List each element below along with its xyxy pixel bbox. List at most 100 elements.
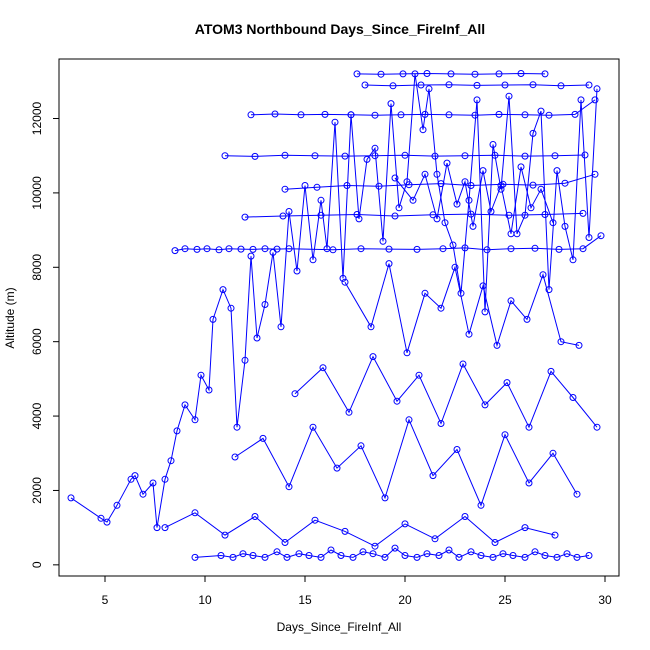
series-line xyxy=(356,72,546,75)
data-point xyxy=(247,252,255,260)
data-point xyxy=(523,315,531,323)
data-point xyxy=(585,81,593,89)
data-point xyxy=(347,111,355,119)
data-point xyxy=(261,301,269,308)
data-point xyxy=(413,553,421,561)
data-point xyxy=(471,111,479,119)
data-point xyxy=(311,152,319,160)
data-point xyxy=(233,423,241,431)
data-point xyxy=(591,96,599,104)
data-point xyxy=(357,245,365,253)
data-point xyxy=(249,245,257,253)
data-point xyxy=(139,490,147,498)
data-point xyxy=(455,553,463,561)
data-point xyxy=(309,256,317,264)
data-point xyxy=(491,539,499,546)
data-point xyxy=(541,70,549,78)
data-point xyxy=(403,349,411,357)
data-point xyxy=(525,423,533,431)
data-point xyxy=(261,553,269,561)
data-point xyxy=(437,304,445,312)
data-point xyxy=(467,182,475,189)
data-point xyxy=(409,196,417,204)
data-point xyxy=(569,394,577,401)
data-point xyxy=(549,449,557,457)
data-point xyxy=(377,70,385,78)
data-point xyxy=(389,82,397,90)
data-point xyxy=(433,170,441,178)
data-point xyxy=(495,70,503,78)
data-point xyxy=(221,531,229,539)
data-point xyxy=(329,246,337,254)
data-point xyxy=(445,546,453,554)
data-point xyxy=(193,245,201,253)
data-point xyxy=(397,111,405,119)
data-point xyxy=(439,245,447,253)
data-point xyxy=(279,212,287,220)
data-point xyxy=(501,431,509,439)
data-point xyxy=(581,151,589,159)
data-point xyxy=(529,181,537,189)
data-point xyxy=(297,111,305,119)
data-point xyxy=(191,553,199,561)
x-tick-label: 20 xyxy=(398,593,412,607)
data-point xyxy=(305,552,313,559)
data-point xyxy=(415,371,423,379)
data-point xyxy=(431,535,439,543)
data-point xyxy=(237,245,245,253)
data-point xyxy=(461,152,469,160)
data-point xyxy=(387,100,395,108)
data-point xyxy=(341,278,349,286)
data-point xyxy=(385,260,393,268)
data-point xyxy=(541,552,549,559)
data-point xyxy=(291,390,299,398)
data-point xyxy=(381,553,389,561)
data-point xyxy=(417,81,425,89)
data-point xyxy=(521,524,529,532)
data-point xyxy=(445,111,453,119)
data-point xyxy=(353,70,361,78)
data-point xyxy=(503,379,511,387)
data-point xyxy=(505,211,513,219)
data-point xyxy=(423,70,431,77)
y-tick-label: 6000 xyxy=(30,328,44,355)
data-point xyxy=(385,245,393,253)
data-point xyxy=(537,107,545,115)
series-line xyxy=(194,547,590,558)
data-point xyxy=(271,110,279,118)
data-point xyxy=(285,483,293,491)
data-point xyxy=(577,96,585,104)
data-point xyxy=(367,323,375,331)
data-point xyxy=(253,334,261,342)
data-point xyxy=(293,267,301,275)
data-point xyxy=(555,245,563,253)
data-point xyxy=(363,155,371,163)
series-line xyxy=(224,154,586,157)
data-point xyxy=(273,245,281,253)
y-tick-label: 10000 xyxy=(30,176,44,210)
data-point xyxy=(441,219,449,227)
data-point xyxy=(431,152,439,160)
series-6 xyxy=(281,170,599,193)
data-point xyxy=(423,550,431,558)
data-point xyxy=(509,552,517,559)
data-point xyxy=(477,552,485,559)
data-point xyxy=(241,213,249,221)
data-point xyxy=(473,96,481,104)
data-point xyxy=(391,544,399,552)
data-point xyxy=(573,490,581,498)
data-point xyxy=(225,245,233,253)
data-point xyxy=(327,546,335,554)
y-axis-label: Altitude (m) xyxy=(3,287,17,348)
data-point xyxy=(339,274,347,282)
data-point xyxy=(561,222,569,230)
data-point xyxy=(217,552,225,559)
data-point xyxy=(467,548,475,556)
data-point xyxy=(395,204,403,212)
series-line xyxy=(70,73,598,528)
data-point xyxy=(537,185,545,193)
data-point xyxy=(359,548,367,556)
data-point xyxy=(113,501,121,509)
series-10 xyxy=(341,260,583,357)
